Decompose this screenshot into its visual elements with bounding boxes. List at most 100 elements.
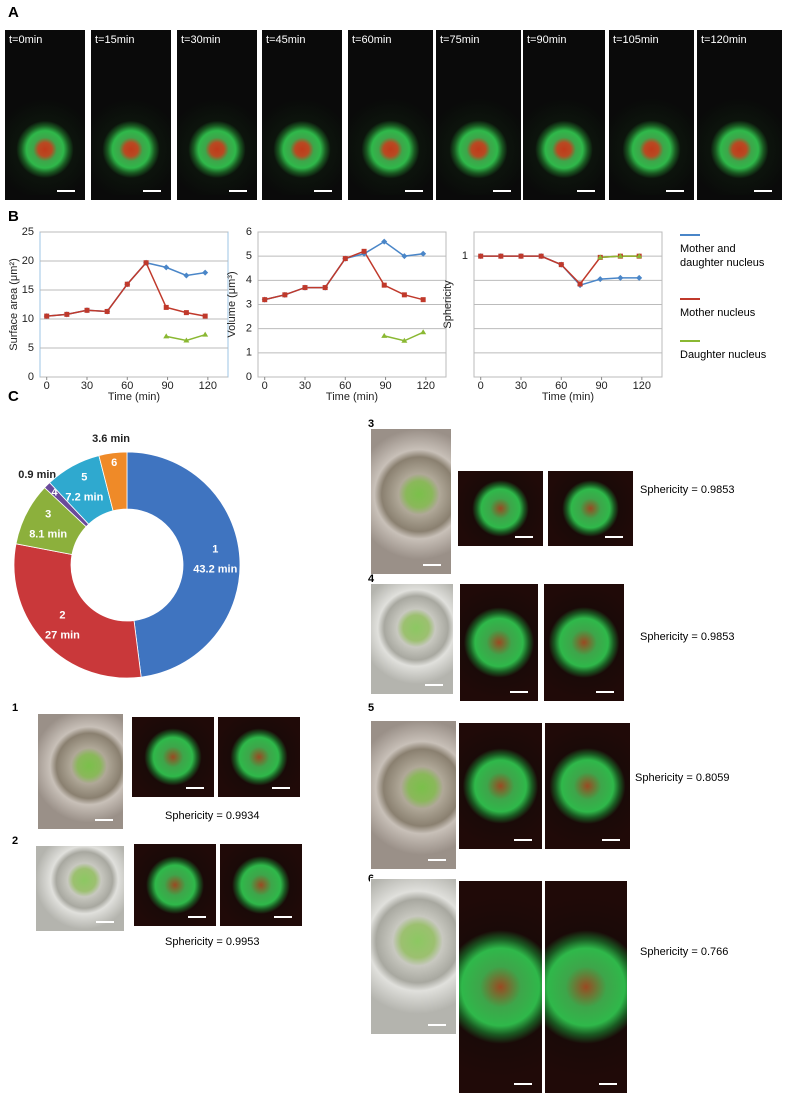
- y-tick-label: 0: [28, 371, 34, 383]
- y-tick-label: 6: [246, 226, 252, 238]
- data-point: [163, 333, 170, 339]
- x-tick-label: 0: [44, 380, 50, 392]
- segment-label: 1: [212, 543, 218, 555]
- cell-label: 1: [12, 702, 19, 714]
- y-axis-label: Volume (μm³): [226, 271, 238, 337]
- data-point: [202, 331, 209, 337]
- data-point: [597, 276, 604, 283]
- data-point: [617, 253, 624, 259]
- microscopy-image: [217, 716, 301, 798]
- segment-value-label: 43.2 min: [193, 563, 237, 575]
- data-point: [163, 264, 170, 271]
- segment-value-label: 3.6 min: [92, 433, 130, 445]
- data-point: [381, 282, 387, 288]
- microscopy-image: t=30min: [177, 30, 257, 200]
- microscopy-image: [219, 843, 303, 927]
- x-tick-label: 90: [161, 380, 173, 392]
- segment-value-label: 8.1 min: [29, 529, 67, 541]
- y-tick-label: 10: [22, 313, 34, 325]
- y-axis-label: Sphericity: [442, 280, 454, 329]
- x-tick-label: 120: [199, 380, 217, 392]
- data-point: [183, 272, 190, 279]
- sphericity-label: Sphericity = 0.9853: [640, 484, 735, 496]
- x-tick-label: 120: [633, 380, 651, 392]
- time-label: t=75min: [440, 34, 480, 46]
- microscopy-image: [133, 843, 217, 927]
- data-point: [183, 310, 189, 316]
- x-tick-label: 90: [379, 380, 391, 392]
- data-point: [420, 297, 426, 303]
- microscopy-image: [37, 713, 124, 830]
- data-point: [361, 248, 367, 254]
- microscopy-image: t=45min: [262, 30, 342, 200]
- x-tick-label: 30: [81, 380, 93, 392]
- cell-label: 5: [368, 702, 375, 714]
- segment-value-label: 27 min: [45, 629, 80, 641]
- microscopy-image: [370, 878, 457, 1035]
- segment-label: 4: [51, 486, 58, 498]
- x-tick-label: 60: [339, 380, 351, 392]
- data-point: [302, 285, 308, 291]
- legend-swatch: [680, 234, 700, 236]
- y-tick-label: 3: [246, 298, 252, 310]
- data-point: [597, 254, 604, 260]
- microscopy-image: t=0min: [5, 30, 85, 200]
- segment-value-label: 7.2 min: [65, 491, 103, 503]
- data-point: [381, 332, 388, 338]
- legend-entry: Mother and daughter nucleus: [680, 234, 780, 270]
- donut-segment: [98, 451, 128, 512]
- segment-label: 3: [45, 509, 51, 521]
- data-point: [381, 238, 388, 245]
- cell-label: 3: [368, 418, 375, 430]
- data-point: [636, 253, 643, 259]
- y-tick-label: 1: [246, 347, 252, 359]
- x-tick-label: 120: [417, 380, 435, 392]
- segment-value-label: 0.9 min: [18, 469, 56, 481]
- time-label: t=90min: [527, 34, 567, 46]
- data-point: [202, 313, 208, 319]
- y-axis-label: Surface area (μm²): [8, 258, 20, 351]
- y-tick-label: 2: [246, 323, 252, 335]
- donut-segment: [126, 451, 241, 678]
- microscopy-image: [457, 470, 544, 547]
- data-point: [282, 292, 288, 298]
- data-point: [478, 253, 484, 259]
- y-tick-label: 4: [246, 274, 252, 286]
- microscopy-image: [547, 470, 634, 547]
- sphericity-label: Sphericity = 0.9853: [640, 631, 735, 643]
- panel-label: B: [8, 208, 19, 225]
- microscopy-image: t=75min: [436, 30, 521, 200]
- y-tick-label: 5: [28, 342, 34, 354]
- x-tick-label: 90: [595, 380, 607, 392]
- legend-swatch: [680, 298, 700, 300]
- data-point: [617, 274, 624, 281]
- data-point: [636, 274, 643, 281]
- sphericity-label: Sphericity = 0.8059: [635, 772, 730, 784]
- data-point: [558, 262, 564, 268]
- legend-entry: Daughter nucleus: [680, 340, 780, 362]
- panel-label: A: [8, 4, 19, 21]
- data-point: [577, 281, 583, 287]
- microscopy-image: t=60min: [348, 30, 433, 200]
- data-point: [420, 250, 427, 257]
- plot-frame: [39, 231, 229, 378]
- time-label: t=15min: [95, 34, 135, 46]
- legend-entry: Mother nucleus: [680, 298, 780, 320]
- microscopy-image: [131, 716, 215, 798]
- microscopy-image: [544, 880, 628, 1094]
- data-point: [202, 269, 209, 276]
- data-point: [64, 311, 70, 317]
- sphericity-label: Sphericity = 0.9953: [165, 936, 260, 948]
- y-tick-label: 20: [22, 255, 34, 267]
- series-line: [46, 261, 206, 317]
- sphericity-label: Sphericity = 0.9934: [165, 810, 260, 822]
- microscopy-image: [370, 583, 454, 695]
- series-line: [46, 261, 206, 317]
- microscopy-image: [458, 722, 543, 850]
- donut-segment: [13, 543, 142, 679]
- data-point: [401, 292, 407, 298]
- y-tick-label: 15: [22, 284, 34, 296]
- cell-label: 2: [12, 835, 19, 847]
- time-label: t=0min: [9, 34, 43, 46]
